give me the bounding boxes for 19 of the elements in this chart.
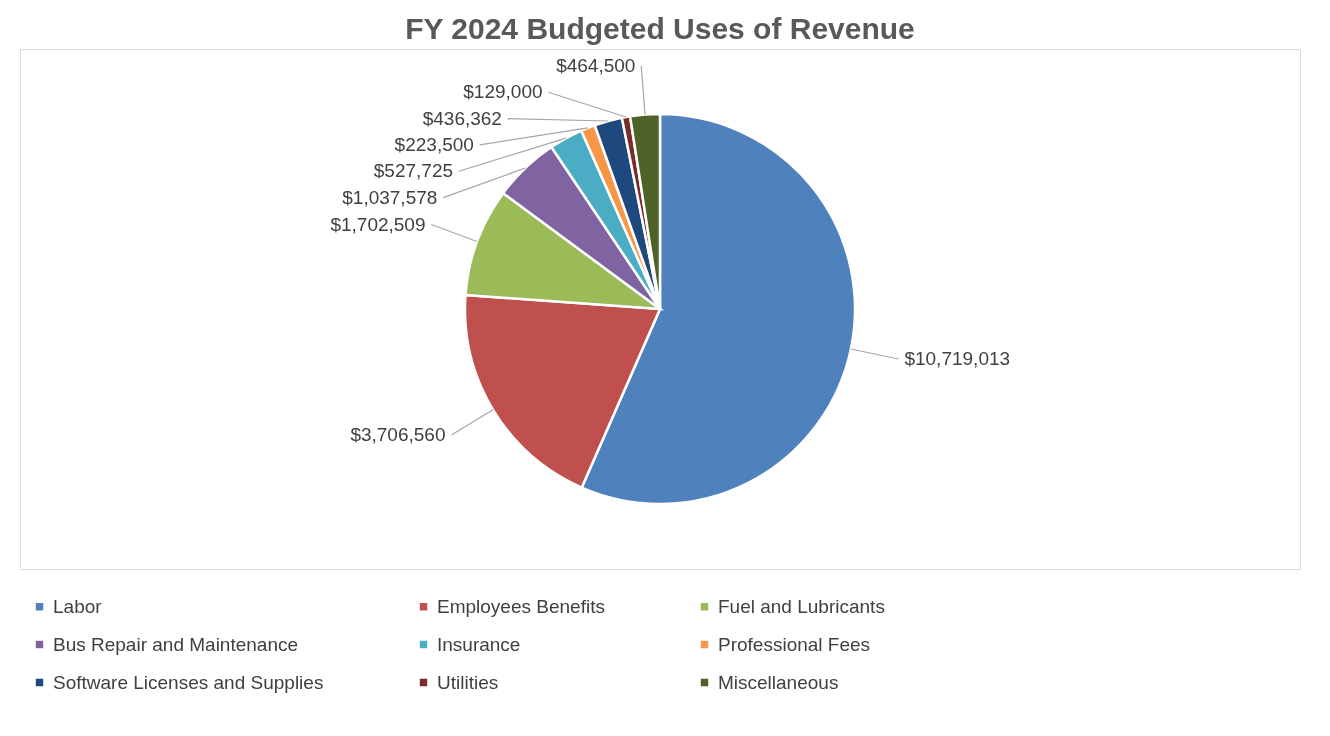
legend-label: Software Licenses and Supplies	[53, 671, 324, 693]
data-label: $464,500	[556, 54, 636, 76]
legend-label: Employees Benefits	[437, 595, 605, 617]
data-label: $10,719,013	[904, 347, 1011, 369]
legend-label: Miscellaneous	[718, 671, 839, 693]
legend-label: Insurance	[437, 633, 521, 655]
legend-label: Fuel and Lubricants	[718, 595, 885, 617]
data-label: $129,000	[463, 81, 543, 103]
data-label: $223,500	[394, 133, 474, 155]
data-label: $527,725	[373, 160, 454, 182]
legend-label: Bus Repair and Maintenance	[53, 633, 299, 655]
chart-title: FY 2024 Budgeted Uses of Revenue	[405, 12, 915, 45]
legend-label: Professional Fees	[718, 633, 871, 655]
data-label: $1,037,578	[342, 186, 438, 208]
data-label: $1,702,509	[330, 213, 426, 235]
data-label: $436,362	[422, 107, 502, 129]
legend-label: Labor	[53, 595, 103, 617]
data-label: $3,706,560	[350, 423, 446, 445]
legend-label: Utilities	[437, 671, 499, 693]
